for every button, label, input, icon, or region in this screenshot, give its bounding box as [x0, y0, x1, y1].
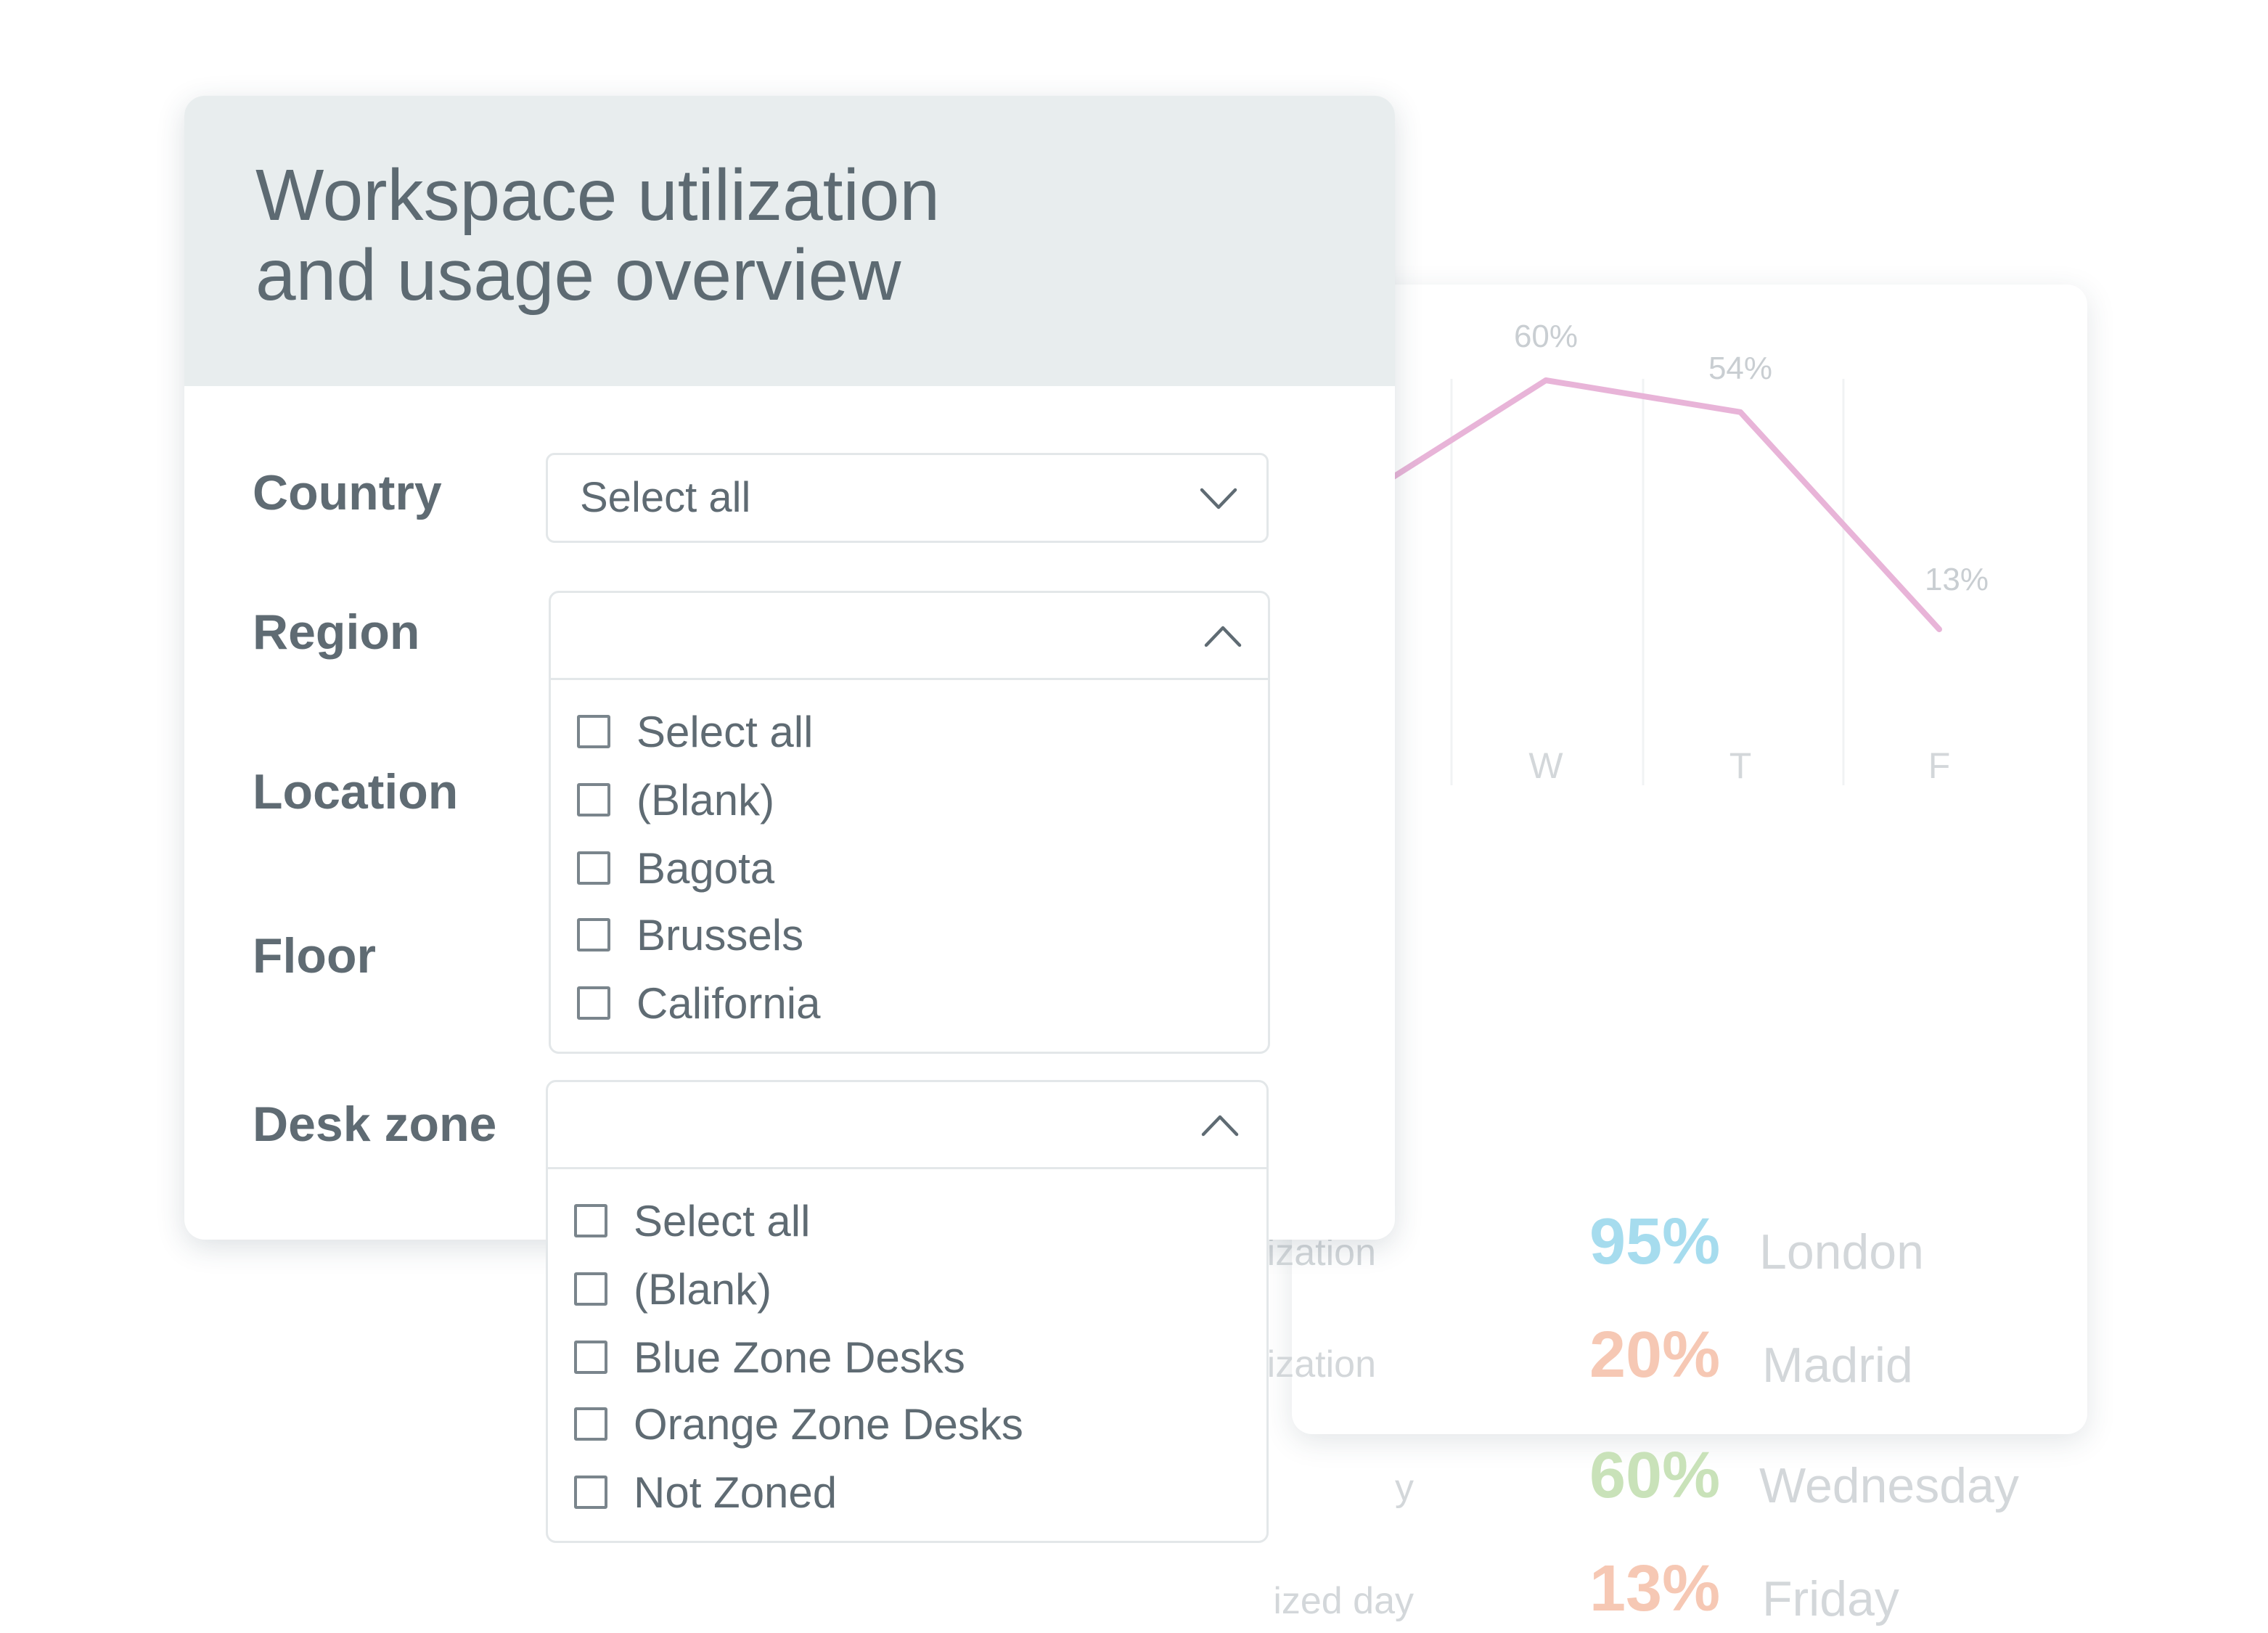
chevron-up-icon[interactable]	[1201, 1114, 1239, 1137]
checkbox-icon[interactable]	[574, 1341, 607, 1374]
stat-name-1: London	[1759, 1224, 1924, 1280]
checkbox-icon[interactable]	[577, 918, 610, 951]
desk-zone-option-label: (Blank)	[634, 1264, 772, 1314]
checkbox-icon[interactable]	[577, 851, 610, 885]
country-label: Country	[253, 465, 442, 520]
region-option-label: California	[636, 978, 821, 1028]
chevron-down-icon[interactable]	[1200, 487, 1237, 510]
desk-zone-dropdown: Select all (Blank) Blue Zone Desks Orang…	[546, 1080, 1269, 1543]
checkbox-icon[interactable]	[574, 1476, 607, 1509]
region-select[interactable]	[551, 593, 1268, 680]
utilization-chart-card: 60% 54% 13% W T F ilization 95% London lizati…	[1250, 285, 2087, 1626]
stat-value-3: 60%	[1589, 1439, 1721, 1512]
page-title-line-1: Workspace utilization	[255, 155, 941, 236]
desk-zone-option-label: Select all	[634, 1196, 811, 1245]
chevron-up-icon[interactable]	[1204, 625, 1242, 648]
region-label: Region	[253, 605, 420, 660]
country-select[interactable]: Select all	[546, 453, 1269, 543]
floor-label: Floor	[253, 928, 376, 983]
desk-zone-option[interactable]: Not Zoned	[574, 1467, 837, 1518]
region-option-label: Bagota	[636, 843, 775, 893]
region-option-label: Brussels	[636, 910, 804, 959]
desk-zone-option-label: Orange Zone Desks	[634, 1399, 1023, 1449]
desk-zone-select[interactable]	[548, 1082, 1266, 1169]
region-option[interactable]: (Blank)	[577, 774, 774, 825]
desk-zone-label: Desk zone	[253, 1097, 497, 1152]
region-option-label: Select all	[636, 707, 814, 756]
region-option[interactable]: Bagota	[577, 843, 774, 893]
region-option[interactable]: California	[577, 978, 820, 1028]
data-label: 54%	[1708, 351, 1772, 386]
checkbox-icon[interactable]	[577, 715, 610, 748]
x-tick-label: F	[1928, 745, 1951, 786]
checkbox-icon[interactable]	[574, 1204, 607, 1237]
stat-label-4: ized day	[1273, 1580, 1414, 1622]
desk-zone-option[interactable]: Orange Zone Desks	[574, 1399, 1023, 1449]
region-dropdown: Select all (Blank) Bagota Brussels Calif…	[549, 591, 1270, 1054]
checkbox-icon[interactable]	[574, 1272, 607, 1306]
stat-value-1: 95%	[1589, 1206, 1721, 1278]
desk-zone-option[interactable]: Select all	[574, 1195, 810, 1246]
desk-zone-option[interactable]: Blue Zone Desks	[574, 1332, 965, 1383]
location-label: Location	[253, 764, 459, 819]
region-option[interactable]: Brussels	[577, 909, 803, 960]
x-tick-label: T	[1729, 745, 1752, 786]
checkbox-icon[interactable]	[577, 986, 610, 1020]
desk-zone-option-label: Blue Zone Desks	[634, 1333, 965, 1382]
country-select-value: Select all	[580, 474, 751, 521]
stat-name-4: Friday	[1762, 1571, 1899, 1626]
stat-label-2: lization	[1258, 1343, 1376, 1386]
series-line	[1292, 377, 1942, 633]
stat-label-3: y	[1395, 1467, 1414, 1509]
utilization-line-chart: 60% 54% 13% W T F	[1292, 319, 1989, 786]
region-option[interactable]: Select all	[577, 706, 813, 757]
stat-name-3: Wednesday	[1759, 1458, 2019, 1513]
desk-zone-option-label: Not Zoned	[634, 1468, 838, 1517]
stat-value-4: 13%	[1589, 1552, 1721, 1625]
checkbox-icon[interactable]	[577, 783, 610, 816]
desk-zone-option[interactable]: (Blank)	[574, 1264, 771, 1314]
page-title-line-2: and usage overview	[255, 234, 901, 316]
stat-value-2: 20%	[1589, 1319, 1721, 1391]
x-tick-label: W	[1528, 745, 1563, 786]
page-title: Workspace utilization and usage overview	[255, 155, 940, 315]
panel-header: Workspace utilization and usage overview	[184, 96, 1395, 386]
checkbox-icon[interactable]	[574, 1407, 607, 1441]
data-label: 13%	[1925, 562, 1989, 597]
data-label: 60%	[1514, 319, 1578, 354]
stat-name-2: Madrid	[1762, 1338, 1913, 1393]
region-option-label: (Blank)	[636, 775, 775, 824]
